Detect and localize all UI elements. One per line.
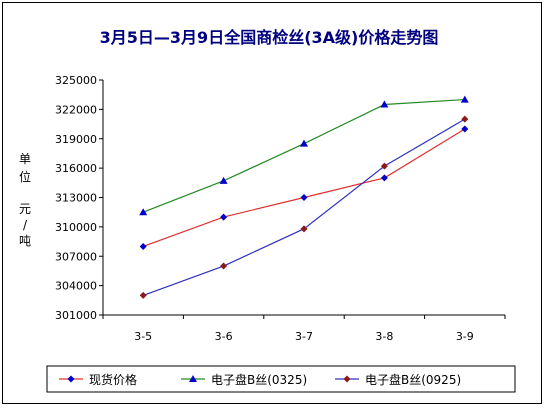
y-axis-label: 单位元 / 吨 — [19, 152, 31, 248]
data-point — [461, 115, 469, 123]
y-axis-label-char: 吨 — [19, 234, 31, 248]
y-tick-label: 316000 — [55, 162, 97, 175]
data-point — [300, 225, 308, 233]
legend-marker — [189, 375, 197, 382]
legend-box — [46, 365, 516, 393]
data-point — [139, 242, 147, 250]
y-tick-label: 301000 — [55, 309, 97, 322]
data-point — [139, 208, 148, 216]
legend-marker — [67, 375, 75, 383]
legend-label: 电子盘B丝(0925) — [365, 372, 461, 387]
x-tick-label: 3-5 — [134, 330, 152, 343]
series-3 — [139, 115, 469, 299]
data-point — [300, 194, 308, 201]
legend-marker — [343, 375, 351, 383]
x-tick-label: 3-9 — [456, 330, 474, 343]
chart-title: 3月5日—3月9日全国商检丝(3A级)价格走势图 — [100, 28, 439, 47]
y-axis-label-char: / — [23, 218, 28, 232]
y-axis-label-char: 元 — [19, 202, 31, 216]
legend-item: 电子盘B丝(0925) — [335, 372, 461, 387]
data-point — [461, 125, 469, 133]
y-tick-label: 322000 — [55, 103, 97, 116]
y-axis-label-char: 位 — [19, 169, 31, 184]
x-tick-label: 3-7 — [295, 330, 313, 343]
legend: 现货价格 电子盘B丝(0325) 电子盘B丝(0925) — [46, 365, 516, 393]
y-axis-label-char: 单 — [19, 152, 31, 166]
legend-item: 现货价格 — [59, 372, 137, 387]
data-point — [220, 262, 228, 270]
data-point — [380, 100, 389, 108]
y-tick-label: 325000 — [55, 74, 97, 87]
data-point — [220, 213, 228, 221]
x-tick-label: 3-8 — [375, 330, 393, 343]
legend-label: 现货价格 — [89, 372, 137, 387]
y-tick-label: 313000 — [55, 192, 97, 205]
data-point — [139, 291, 147, 299]
y-tick-label: 304000 — [55, 280, 97, 293]
y-tick-label: 319000 — [55, 133, 97, 146]
data-point — [300, 139, 308, 147]
legend-item: 电子盘B丝(0325) — [181, 372, 307, 387]
series-1 — [139, 125, 469, 250]
data-point — [380, 174, 388, 182]
x-tick-label: 3-6 — [215, 330, 233, 343]
data-point — [219, 176, 228, 184]
plot-area: 301000 304000 307000 310000 313000 316000 3190… — [55, 74, 506, 343]
chart-frame: 3月5日—3月9日全国商检丝(3A级)价格走势图 单位元 / 吨 301000 304… — [2, 2, 542, 404]
chart-canvas: 3月5日—3月9日全国商检丝(3A级)价格走势图 单位元 / 吨 301000 304… — [19, 28, 516, 393]
legend-label: 电子盘B丝(0325) — [211, 372, 307, 387]
data-point — [460, 95, 469, 103]
series-2 — [139, 95, 469, 216]
y-tick-label: 307000 — [55, 250, 97, 263]
y-tick-label: 310000 — [55, 221, 97, 234]
data-point — [380, 162, 388, 170]
